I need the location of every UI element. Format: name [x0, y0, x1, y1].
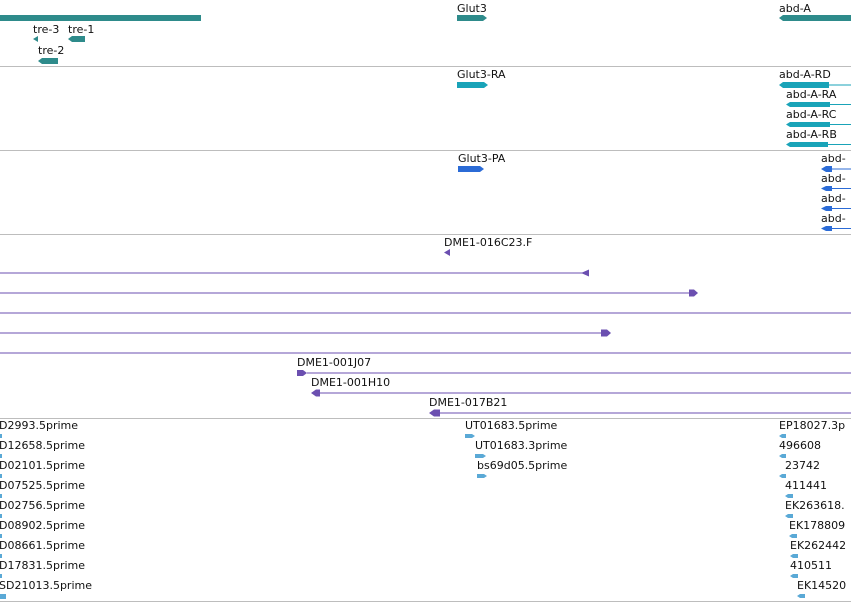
- est-left-glyph[interactable]: [0, 594, 6, 599]
- est-right-glyph[interactable]: [785, 494, 793, 498]
- est-right-glyph[interactable]: [779, 454, 786, 458]
- est-right-glyph[interactable]: [779, 474, 786, 478]
- clone-label-001h10[interactable]: DME1-001H10: [311, 376, 391, 389]
- clone-line-2-end[interactable]: [689, 289, 698, 297]
- transcript-label-abda-rb[interactable]: abd-A-RB: [786, 128, 837, 141]
- est-right-glyph[interactable]: [779, 434, 786, 438]
- genes-track: [0, 0, 851, 67]
- est-label[interactable]: D08902.5prime: [0, 519, 86, 532]
- est-left-glyph[interactable]: [0, 454, 2, 458]
- est-left-glyph[interactable]: [0, 494, 2, 498]
- transcript-label-abda-rc[interactable]: abd-A-RC: [786, 108, 837, 121]
- protein-abda-glyph-1[interactable]: [821, 166, 832, 172]
- est-label[interactable]: D07525.5prime: [0, 479, 86, 492]
- clone-001h10-glyph[interactable]: [311, 389, 320, 397]
- est-left-glyph[interactable]: [0, 434, 2, 438]
- gene-label-abda[interactable]: abd-A: [779, 2, 811, 15]
- est-label[interactable]: D12658.5prime: [0, 439, 86, 452]
- clone-label-001j07[interactable]: DME1-001J07: [297, 356, 372, 369]
- proteins-track: [0, 151, 851, 235]
- est-ut01683-5prime-glyph[interactable]: [465, 434, 475, 438]
- clone-label-017b21[interactable]: DME1-017B21: [429, 396, 508, 409]
- clone-line-4-end[interactable]: [601, 329, 611, 337]
- clone-line-1-end[interactable]: [581, 269, 589, 277]
- gene-glut3-glyph[interactable]: [457, 15, 487, 21]
- est-ut01683-3prime-glyph[interactable]: [475, 454, 486, 458]
- gene-feature-bar[interactable]: [0, 15, 201, 21]
- est-label[interactable]: EK263618.: [785, 499, 845, 512]
- protein-label-glut3-pa[interactable]: Glut3-PA: [458, 152, 506, 165]
- gene-label-tre1[interactable]: tre-1: [68, 23, 95, 36]
- est-label[interactable]: 496608: [779, 439, 821, 452]
- protein-glut3-pa-glyph[interactable]: [458, 166, 484, 172]
- est-right-glyph[interactable]: [785, 514, 793, 518]
- protein-label-abda-1[interactable]: abd-: [821, 152, 846, 165]
- gene-label-glut3[interactable]: Glut3: [457, 2, 487, 15]
- est-right-glyph[interactable]: [790, 574, 798, 578]
- clone-016c23-glyph[interactable]: [444, 249, 450, 256]
- est-label[interactable]: EK14520: [797, 579, 847, 592]
- gene-label-tre2[interactable]: tre-2: [38, 44, 65, 57]
- est-left-glyph[interactable]: [0, 574, 2, 578]
- est-label[interactable]: EP18027.3p: [779, 419, 846, 432]
- transcript-abda-rc-glyph[interactable]: [786, 122, 830, 127]
- est-label[interactable]: EK262442: [790, 539, 847, 552]
- transcript-abda-rd-glyph[interactable]: [779, 82, 829, 88]
- gene-tre3-glyph[interactable]: [33, 36, 38, 42]
- protein-label-abda-4[interactable]: abd-: [821, 212, 846, 225]
- transcript-abda-ra-glyph[interactable]: [786, 102, 830, 107]
- est-label[interactable]: D17831.5prime: [0, 559, 86, 572]
- clone-001j07-glyph[interactable]: [297, 370, 307, 376]
- est-left-glyph[interactable]: [0, 534, 2, 538]
- est-label[interactable]: D08661.5prime: [0, 539, 86, 552]
- transcripts-track: [0, 67, 851, 151]
- est-label[interactable]: UT01683.5prime: [465, 419, 558, 432]
- protein-label-abda-3[interactable]: abd-: [821, 192, 846, 205]
- est-left-glyph[interactable]: [0, 474, 2, 478]
- est-label[interactable]: D02756.5prime: [0, 499, 86, 512]
- protein-label-abda-2[interactable]: abd-: [821, 172, 846, 185]
- est-label[interactable]: 411441: [785, 479, 827, 492]
- gene-abda-glyph[interactable]: [779, 15, 851, 21]
- est-label[interactable]: 23742: [785, 459, 820, 472]
- est-left-glyph[interactable]: [0, 554, 2, 558]
- est-right-glyph[interactable]: [797, 594, 805, 598]
- est-label[interactable]: bs69d05.5prime: [477, 459, 568, 472]
- protein-abda-glyph-4[interactable]: [821, 226, 832, 231]
- est-right-glyph[interactable]: [789, 534, 797, 538]
- transcript-label-abda-ra[interactable]: abd-A-RA: [786, 88, 837, 101]
- transcript-label-abda-rd[interactable]: abd-A-RD: [779, 68, 831, 81]
- est-bs69d05-glyph[interactable]: [477, 474, 487, 478]
- transcript-abda-rb-glyph[interactable]: [786, 142, 828, 147]
- clones-track: [0, 235, 851, 419]
- est-label[interactable]: 410511: [790, 559, 832, 572]
- est-left-glyph[interactable]: [0, 514, 2, 518]
- est-right-glyph[interactable]: [790, 554, 798, 558]
- gene-tre2-glyph[interactable]: [38, 58, 58, 64]
- est-label[interactable]: D02101.5prime: [0, 459, 86, 472]
- transcript-label-glut3-ra[interactable]: Glut3-RA: [457, 68, 506, 81]
- gene-tre1-glyph[interactable]: [68, 36, 85, 42]
- protein-abda-glyph-2[interactable]: [821, 186, 832, 191]
- clone-label-016c23[interactable]: DME1-016C23.F: [444, 236, 533, 249]
- transcript-glut3-ra-glyph[interactable]: [457, 82, 488, 88]
- clone-017b21-glyph[interactable]: [429, 409, 440, 417]
- est-label[interactable]: EK178809: [789, 519, 846, 532]
- gene-label-tre3[interactable]: tre-3: [33, 23, 60, 36]
- est-label[interactable]: D2993.5prime: [0, 419, 79, 432]
- protein-abda-glyph-3[interactable]: [821, 206, 832, 211]
- est-label[interactable]: SD21013.5prime: [0, 579, 92, 592]
- est-label[interactable]: UT01683.3prime: [475, 439, 568, 452]
